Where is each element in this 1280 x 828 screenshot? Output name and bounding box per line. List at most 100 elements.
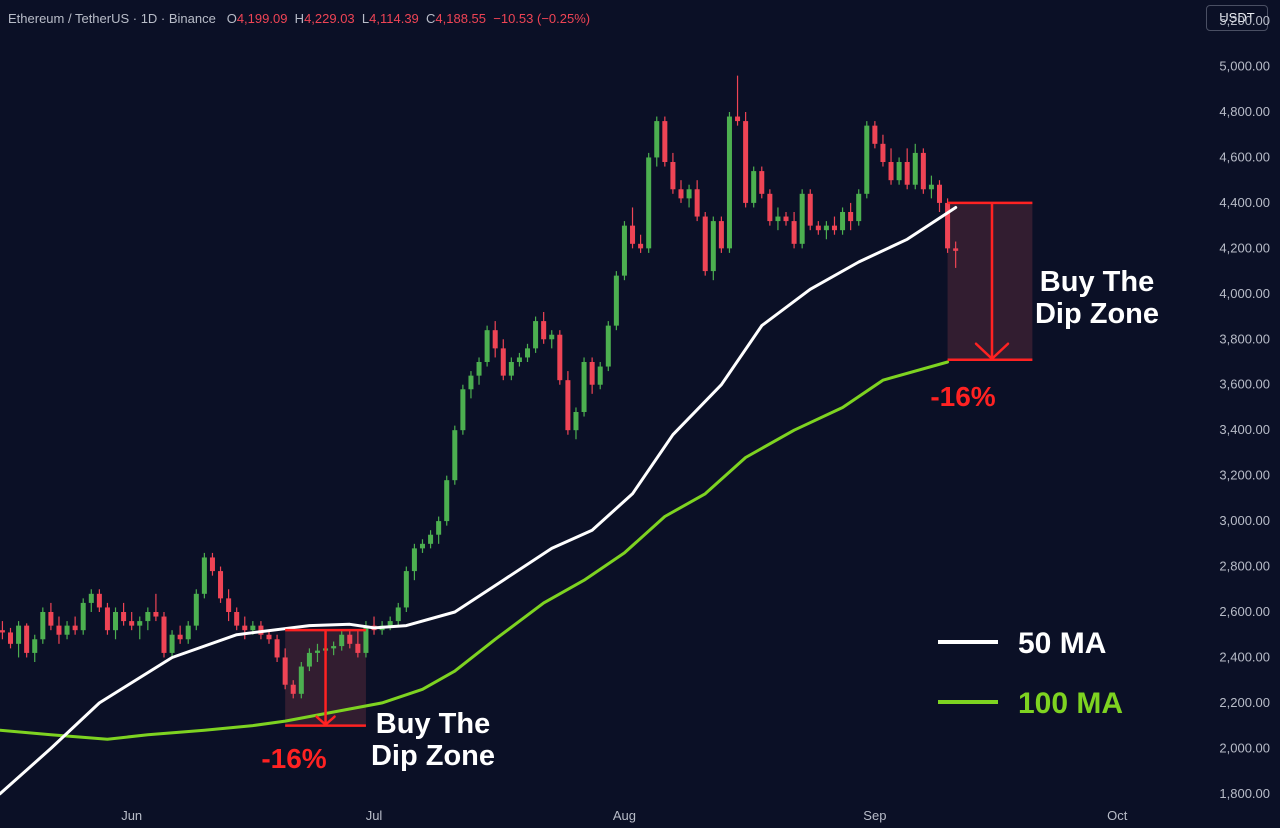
candle-body [678,189,684,199]
candle-body [250,625,256,631]
candle [145,607,151,631]
candle [226,589,232,622]
candle-body [436,521,442,535]
candle [242,616,248,640]
y-tick-label: 4,200.00 [1219,240,1270,255]
candle [815,221,821,235]
legend-label: 100 MA [1018,687,1123,720]
candle [209,552,215,576]
candle [347,630,353,649]
dip-zone-box [947,202,1033,360]
candle [0,621,5,640]
candle [581,357,587,417]
candle-body [597,366,603,385]
candle-body [500,348,506,376]
candle [403,566,409,612]
candle-body [161,616,167,653]
zone-label: Buy The Dip Zone [371,708,495,772]
candle [654,116,660,167]
candle-body [589,362,595,385]
candle [670,152,676,194]
candle [121,602,127,626]
candle-body [444,480,450,522]
candle-body [492,330,498,349]
candle [791,212,797,249]
candle [589,357,595,394]
candle [525,343,531,362]
candle [823,221,829,240]
candle-body [7,632,14,644]
y-tick-label: 5,000.00 [1219,59,1270,74]
candle [646,152,652,253]
candle-body [137,621,143,626]
candle-body [218,571,224,599]
candle [298,662,304,699]
candle-body [387,621,393,626]
candle [783,212,789,226]
candle [371,616,377,635]
candle-body [646,157,652,249]
zone-label: Buy The Dip Zone [1035,266,1159,330]
candle [56,616,62,644]
candle [541,312,547,344]
candle-body [508,362,514,376]
candle-body [718,221,724,249]
candle [48,602,54,631]
candle-body [896,162,902,181]
candle [726,112,732,253]
candle [113,607,119,640]
candle-body [710,221,716,272]
candle [840,207,846,235]
candle-body [912,152,918,185]
candle [428,530,434,549]
candle [945,198,951,253]
candle [735,75,741,126]
candle-body [72,625,78,631]
candle [896,157,902,185]
zone-label-line: Dip Zone [1035,298,1159,330]
high-value: 4,229.03 [304,11,355,26]
candle-body [735,116,741,122]
candle-body [694,189,700,217]
candle [96,589,102,612]
candle-body [775,216,781,222]
candle [597,362,603,390]
ma100-line [0,360,950,741]
candle [807,189,813,231]
candle-body [282,657,288,685]
candle-body [56,625,62,635]
candle-body [40,612,46,640]
candle [888,148,894,185]
candle [928,175,934,199]
legend-label: 50 MA [1018,627,1106,660]
low-value: 4,114.39 [369,11,419,26]
candle-body [226,598,232,612]
candle-body [848,212,854,222]
candle-body [840,212,846,231]
zone-label-line: Buy The [1040,266,1154,298]
candle [137,616,143,640]
candle [16,621,22,658]
candle-body [638,243,644,249]
candle-body [185,625,191,640]
candle-body [557,334,563,381]
currency-button[interactable]: USDT [1206,5,1268,31]
y-tick-label: 4,800.00 [1219,104,1270,119]
candle [355,630,361,658]
zone-arrow-head [315,715,336,727]
candle [185,621,191,644]
candle [880,134,886,167]
candle [72,616,78,635]
candle-body [581,362,587,412]
candle-body [234,612,240,626]
close-value: 4,188.55 [435,11,487,26]
candle-body [201,557,207,594]
symbol-title: Ethereum / TetherUS · 1D · Binance [8,11,216,26]
candle-body [290,684,296,694]
candle-body [541,321,547,340]
candle-body [799,193,805,244]
candle-body [347,634,353,644]
candle-body [807,193,813,226]
candle [331,641,337,656]
